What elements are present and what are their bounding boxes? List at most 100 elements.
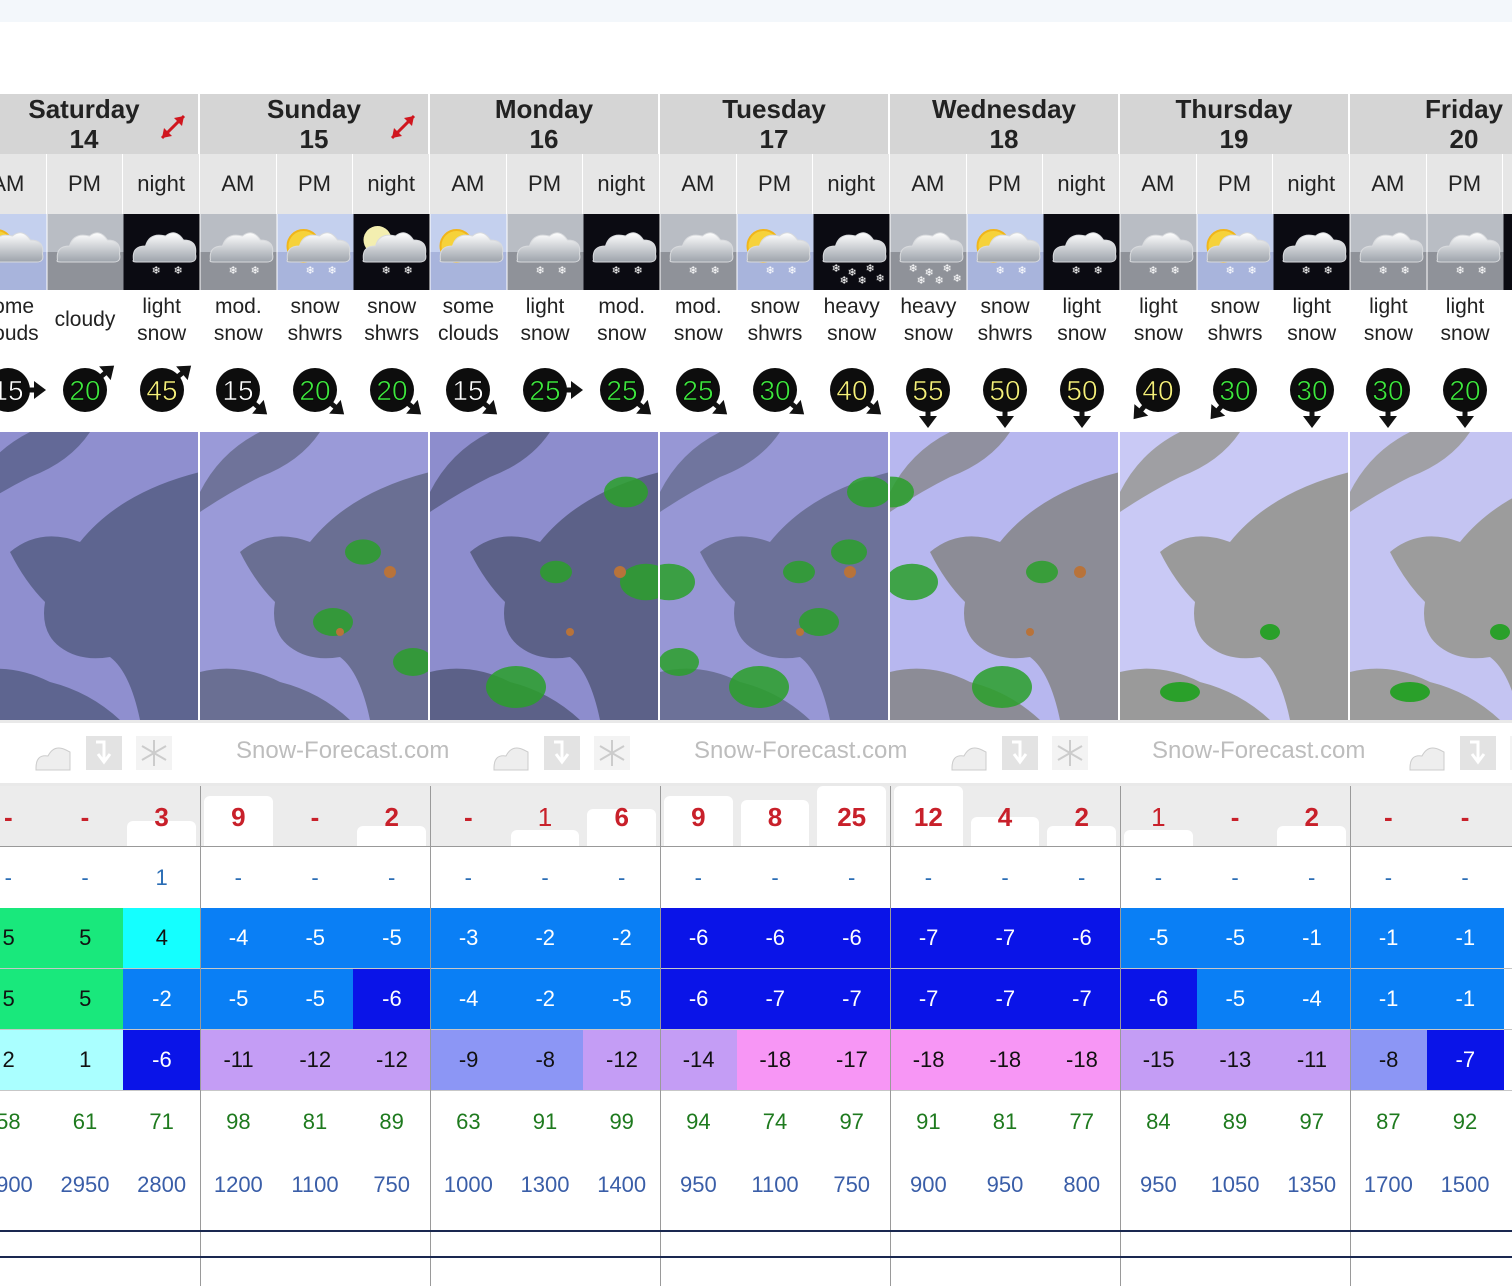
map-image — [1120, 432, 1348, 720]
humidity-value: 87 — [1376, 1109, 1401, 1134]
snow-layer-icon[interactable] — [134, 734, 174, 772]
weather-icon-cell: ❄ ❄ ❄ ❄ ❄ ❄ — [813, 214, 891, 290]
cloud-heavy-snow-icon: ❄ ❄ ❄❄ ❄ ❄ — [890, 214, 967, 290]
wind-cell: 30 — [1273, 350, 1350, 432]
snow-map[interactable] — [430, 432, 660, 720]
wind-layer-icon[interactable] — [542, 734, 582, 772]
humidity-value: 98 — [226, 1109, 251, 1134]
description-line: snow — [137, 322, 187, 345]
snow-bar — [510, 829, 580, 846]
wind-row: 15 20 45 15 20 20 15 25 25 25 30 40 55 50 50 40 30 30 30 20 — [0, 350, 1512, 432]
day-divider — [660, 786, 661, 1286]
snow-forecast-watermark: Snow-Forecast.com — [1152, 737, 1366, 764]
sun-cloud-snow-icon: ❄ ❄ — [737, 214, 814, 290]
snow-amount: 3 — [123, 786, 200, 846]
weather-icon-cell: ❄ ❄ — [583, 214, 661, 290]
day-header[interactable]: Friday 20 — [1350, 94, 1512, 154]
svg-text:55: 55 — [913, 375, 944, 406]
snow-amount: 9 — [200, 786, 277, 846]
weather-icon-cell: ❄ ❄ — [200, 214, 277, 290]
temp-min-temp: -6 — [353, 969, 431, 1030]
wind-cell: 30 — [737, 350, 814, 432]
period-label: night — [583, 154, 661, 214]
svg-text:❄: ❄ — [174, 264, 183, 277]
snow-layer-icon[interactable] — [592, 734, 632, 772]
weather-description: snow shwrs — [966, 290, 1044, 350]
description-line: snow — [1057, 322, 1107, 345]
day-header[interactable]: Saturday 14 — [0, 94, 200, 154]
snow-value: 12 — [913, 802, 943, 832]
description-line: snow — [1440, 322, 1490, 345]
weather-icon-cell: ❄ ❄ — [277, 214, 354, 290]
sun-cloud-snow-icon: ❄ ❄ — [277, 214, 354, 290]
humidity-value: 97 — [839, 1109, 864, 1134]
period-label: PM — [276, 154, 354, 214]
temp-chill-temp: 1 — [46, 1030, 124, 1091]
snow-map[interactable] — [0, 432, 200, 720]
temp-max-temp: -2 — [506, 908, 584, 969]
chill-temp-row: 2 1 -6 -11 -12 -12 -9 -8 -12 -14 -18 -17 -18 -18 -18 -1… — [0, 1030, 1512, 1091]
expand-arrows-icon[interactable] — [386, 110, 420, 144]
description-line: snow — [597, 322, 647, 345]
cloud-layer-icon[interactable] — [32, 734, 72, 772]
description-line: snow — [673, 322, 723, 345]
snow-value: - — [1384, 802, 1393, 832]
description-line: snow — [290, 295, 340, 318]
snow-value: 9 — [231, 802, 246, 832]
snow-layer-icon[interactable] — [1508, 734, 1512, 772]
freezing-level-value: 1350 — [1287, 1172, 1337, 1197]
svg-text:30: 30 — [1219, 375, 1250, 406]
temp-chill-temp: -18 — [1043, 1030, 1121, 1091]
day-header[interactable]: Monday 16 — [430, 94, 660, 154]
cloud-layer-icon[interactable] — [1406, 734, 1446, 772]
svg-text:20: 20 — [1449, 375, 1480, 406]
cloud-layer-icon[interactable] — [948, 734, 988, 772]
expand-arrows-icon[interactable] — [156, 110, 190, 144]
rain-amount: 1 — [123, 846, 200, 908]
rain-amount: - — [200, 846, 277, 908]
svg-text:15: 15 — [453, 375, 484, 406]
controls-strip — [0, 720, 1512, 786]
map-image — [200, 432, 428, 720]
day-header[interactable]: Wednesday 18 — [890, 94, 1120, 154]
weather-description: heavy snow — [813, 290, 891, 350]
humidity-value: 71 — [149, 1109, 174, 1134]
rain-amount: - — [583, 846, 661, 908]
snow-bar — [204, 796, 273, 846]
svg-text:❄: ❄ — [382, 264, 391, 277]
snow-layer-icon[interactable] — [1050, 734, 1090, 772]
snow-amount: - — [276, 786, 354, 846]
snow-map[interactable] — [1350, 432, 1512, 720]
weather-description: light snow — [123, 290, 200, 350]
day-header[interactable]: Tuesday 17 — [660, 94, 890, 154]
weather-icon-cell: ❄ ❄ — [1043, 214, 1121, 290]
wind-layer-icon[interactable] — [1458, 734, 1498, 772]
temp-min-temp: -7 — [966, 969, 1044, 1030]
temp-max-temp: -1 — [1273, 908, 1351, 969]
svg-text:❄: ❄ — [305, 264, 314, 277]
snow-amount: 12 — [890, 786, 967, 846]
wind-arrow-icon: 15 — [216, 368, 268, 415]
forecast-map-row — [0, 432, 1512, 720]
snow-map[interactable] — [1120, 432, 1350, 720]
description-line: light — [1445, 295, 1485, 318]
weather-description: cloudy — [46, 290, 124, 350]
snow-map[interactable] — [660, 432, 890, 720]
snow-map[interactable] — [890, 432, 1120, 720]
temp-max-temp: 4 — [123, 908, 201, 969]
day-header[interactable]: Sunday 15 — [200, 94, 430, 154]
wind-layer-icon[interactable] — [1000, 734, 1040, 772]
map-image — [660, 432, 888, 720]
description-line: light — [1062, 295, 1101, 318]
temp-min-temp: -7 — [736, 969, 814, 1030]
snow-amount: 2 — [1043, 786, 1121, 846]
temp-max-temp: -6 — [813, 908, 891, 969]
snow-value: 8 — [767, 802, 783, 832]
snow-map[interactable] — [200, 432, 430, 720]
svg-text:❄: ❄ — [909, 262, 918, 275]
temp-min-temp: -7 — [1043, 969, 1121, 1030]
description-line: snow — [750, 295, 800, 318]
wind-layer-icon[interactable] — [84, 734, 124, 772]
day-header[interactable]: Thursday 19 — [1120, 94, 1350, 154]
cloud-layer-icon[interactable] — [490, 734, 530, 772]
